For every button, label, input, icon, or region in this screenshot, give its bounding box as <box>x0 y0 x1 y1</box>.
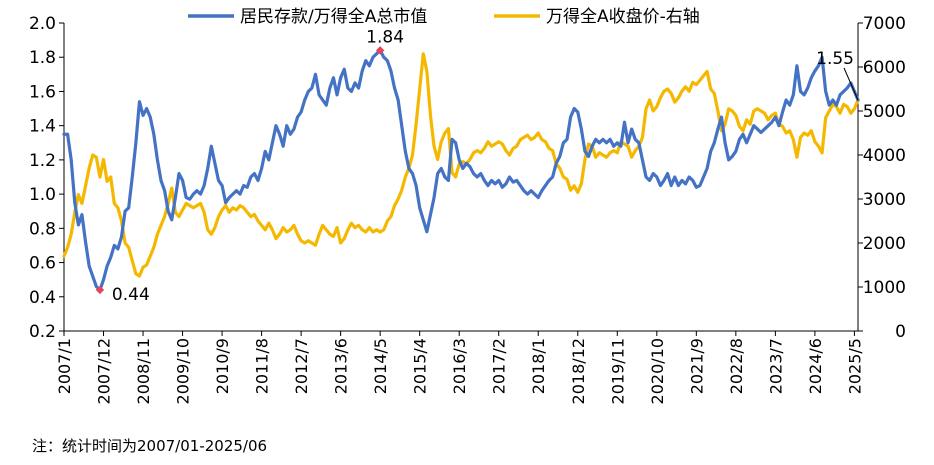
annotation-label-latest: 1.55 <box>816 49 854 69</box>
left-y-tick-label: 1.2 <box>29 151 56 171</box>
left-y-axis-ticks: 0.2 0.4 0.6 0.8 1.0 1.2 1.4 1.6 1.8 2.0 <box>29 14 64 342</box>
x-tick-label: 2017/2 <box>490 338 509 394</box>
series-layer <box>62 48 860 292</box>
left-y-tick-label: 1.6 <box>29 82 56 102</box>
right-y-tick-label: 1000 <box>863 278 906 298</box>
left-y-tick-label: 1.0 <box>29 185 56 205</box>
x-tick-label: 2018/1 <box>529 338 548 394</box>
x-tick-label: 2007/12 <box>95 338 114 404</box>
annotation-label-min: 0.44 <box>112 285 150 305</box>
right-y-tick-label: 4000 <box>863 146 906 166</box>
x-tick-label: 2012/7 <box>292 338 311 394</box>
x-tick-label: 2009/10 <box>174 338 193 404</box>
right-y-tick-label: 5000 <box>863 102 906 122</box>
x-tick-label: 2011/8 <box>253 338 272 394</box>
left-y-tick-label: 1.4 <box>29 117 56 137</box>
x-tick-label: 2024/6 <box>806 338 825 394</box>
right-y-tick-label: 6000 <box>863 58 906 78</box>
legend-label-deposit-ratio: 居民存款/万得全A总市值 <box>240 7 427 27</box>
series-line-deposit-ratio <box>62 48 860 292</box>
x-tick-label: 2025/5 <box>845 338 864 394</box>
annotations: 0.44 1.84 1.55 <box>95 27 859 305</box>
x-tick-label: 2019/11 <box>608 338 627 404</box>
right-y-tick-label: 7000 <box>863 14 906 34</box>
x-tick-label: 2022/8 <box>727 338 746 394</box>
right-y-tick-label: 2000 <box>863 234 906 254</box>
left-y-tick-label: 2.0 <box>29 14 56 34</box>
left-y-tick-label: 1.8 <box>29 48 56 68</box>
annotation-marker <box>375 46 385 55</box>
annotation-marker <box>95 285 105 295</box>
annotation-label-max: 1.84 <box>366 27 404 47</box>
x-tick-label: 2023/7 <box>766 338 785 394</box>
right-y-tick-label: 3000 <box>863 190 906 210</box>
x-tick-label: 2014/5 <box>371 338 390 394</box>
x-tick-label: 2010/9 <box>213 338 232 394</box>
x-tick-label: 2016/3 <box>450 338 469 394</box>
left-y-tick-label: 0.2 <box>29 322 56 342</box>
footnote: 注：统计时间为2007/01-2025/06 <box>32 437 267 455</box>
x-tick-label: 2015/4 <box>411 338 430 394</box>
annotation-leader-line <box>843 67 859 101</box>
legend-label-wind-a-close: 万得全A收盘价-右轴 <box>546 7 700 27</box>
x-tick-label: 2008/11 <box>134 338 153 404</box>
left-y-tick-label: 0.6 <box>29 254 56 274</box>
x-axis-ticks: 2007/1 2007/12 2008/11 2009/10 2010/9 2011/8 2… <box>55 331 864 404</box>
x-tick-label: 2021/9 <box>687 338 706 394</box>
left-y-tick-label: 0.4 <box>29 288 56 308</box>
x-tick-label: 2020/10 <box>648 338 667 404</box>
right-y-tick-label: 0 <box>895 322 906 342</box>
right-y-axis-ticks: 0 1000 2000 3000 4000 5000 6000 7000 <box>858 14 906 342</box>
left-y-tick-label: 0.8 <box>29 219 56 239</box>
x-tick-label: 2018/12 <box>569 338 588 404</box>
x-tick-label: 2007/1 <box>55 338 74 394</box>
legend: 居民存款/万得全A总市值 万得全A收盘价-右轴 <box>188 7 700 27</box>
x-tick-label: 2013/6 <box>332 338 351 394</box>
